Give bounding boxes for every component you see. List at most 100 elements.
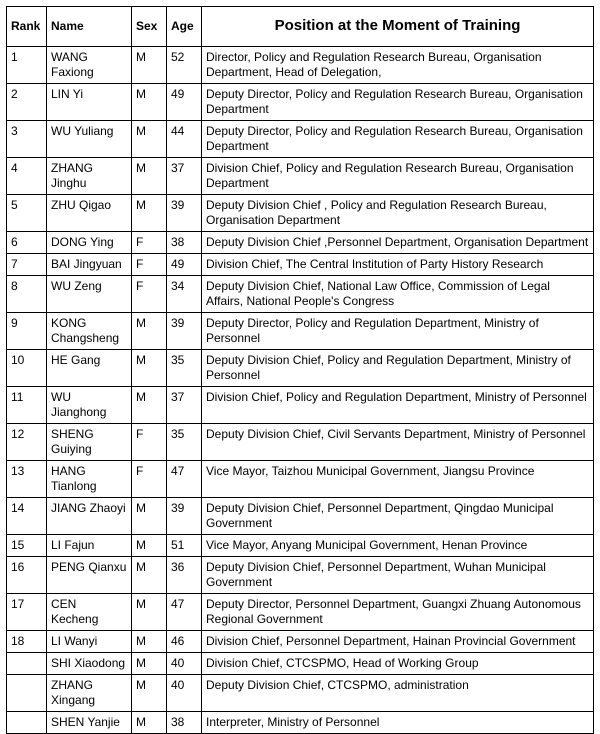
table-row: 16PENG QianxuM36Deputy Division Chief, P…: [7, 556, 594, 593]
cell-rank: 16: [7, 556, 47, 593]
cell-rank: 17: [7, 593, 47, 630]
table-row: 9KONG ChangshengM39Deputy Director, Poli…: [7, 312, 594, 349]
cell-sex: M: [132, 593, 167, 630]
cell-age: 40: [167, 674, 202, 711]
cell-position: Deputy Division Chief ,Personnel Departm…: [202, 231, 594, 253]
cell-sex: M: [132, 120, 167, 157]
cell-rank: 5: [7, 194, 47, 231]
table-row: SHI XiaodongM40Division Chief, CTCSPMO, …: [7, 652, 594, 674]
cell-age: 36: [167, 556, 202, 593]
cell-sex: M: [132, 674, 167, 711]
table-row: 14JIANG ZhaoyiM39Deputy Division Chief, …: [7, 497, 594, 534]
table-row: 10HE GangM35Deputy Division Chief, Polic…: [7, 349, 594, 386]
cell-rank: 9: [7, 312, 47, 349]
personnel-table: Rank Name Sex Age Position at the Moment…: [6, 6, 594, 734]
cell-position: Deputy Division Chief , Policy and Regul…: [202, 194, 594, 231]
cell-name: SHI Xiaodong: [47, 652, 132, 674]
cell-name: ZHANG Xingang: [47, 674, 132, 711]
cell-position: Vice Mayor, Anyang Municipal Government,…: [202, 534, 594, 556]
cell-age: 35: [167, 349, 202, 386]
cell-position: Division Chief, The Central Institution …: [202, 253, 594, 275]
cell-name: PENG Qianxu: [47, 556, 132, 593]
cell-sex: F: [132, 253, 167, 275]
cell-age: 52: [167, 46, 202, 83]
table-row: 13HANG TianlongF47Vice Mayor, Taizhou Mu…: [7, 460, 594, 497]
cell-rank: 15: [7, 534, 47, 556]
cell-sex: M: [132, 386, 167, 423]
table-row: 3WU YuliangM44Deputy Director, Policy an…: [7, 120, 594, 157]
cell-name: ZHANG Jinghu: [47, 157, 132, 194]
cell-sex: M: [132, 194, 167, 231]
cell-sex: F: [132, 460, 167, 497]
cell-rank: 13: [7, 460, 47, 497]
cell-position: Deputy Division Chief, National Law Offi…: [202, 275, 594, 312]
col-header-age: Age: [167, 7, 202, 47]
cell-age: 37: [167, 386, 202, 423]
cell-sex: M: [132, 157, 167, 194]
cell-age: 49: [167, 83, 202, 120]
cell-age: 38: [167, 231, 202, 253]
cell-position: Deputy Director, Policy and Regulation D…: [202, 312, 594, 349]
cell-name: HE Gang: [47, 349, 132, 386]
cell-position: Deputy Division Chief, Civil Servants De…: [202, 423, 594, 460]
table-row: 4ZHANG JinghuM37Division Chief, Policy a…: [7, 157, 594, 194]
cell-rank: 12: [7, 423, 47, 460]
cell-sex: F: [132, 275, 167, 312]
table-row: SHEN YanjieM38Interpreter, Ministry of P…: [7, 711, 594, 733]
cell-sex: M: [132, 349, 167, 386]
cell-rank: 8: [7, 275, 47, 312]
cell-age: 34: [167, 275, 202, 312]
table-row: 18LI WanyiM46Division Chief, Personnel D…: [7, 630, 594, 652]
cell-position: Director, Policy and Regulation Research…: [202, 46, 594, 83]
cell-name: SHEN Yanjie: [47, 711, 132, 733]
cell-sex: M: [132, 46, 167, 83]
table-row: 5ZHU QigaoM39Deputy Division Chief , Pol…: [7, 194, 594, 231]
cell-age: 49: [167, 253, 202, 275]
cell-age: 35: [167, 423, 202, 460]
table-row: 7BAI JingyuanF49Division Chief, The Cent…: [7, 253, 594, 275]
cell-sex: M: [132, 630, 167, 652]
cell-age: 51: [167, 534, 202, 556]
cell-rank: 6: [7, 231, 47, 253]
cell-position: Division Chief, CTCSPMO, Head of Working…: [202, 652, 594, 674]
cell-name: SHENG Guiying: [47, 423, 132, 460]
cell-position: Deputy Division Chief, Personnel Departm…: [202, 497, 594, 534]
cell-position: Vice Mayor, Taizhou Municipal Government…: [202, 460, 594, 497]
cell-rank: [7, 674, 47, 711]
table-header-row: Rank Name Sex Age Position at the Moment…: [7, 7, 594, 47]
cell-age: 47: [167, 593, 202, 630]
cell-rank: 14: [7, 497, 47, 534]
cell-name: WANG Faxiong: [47, 46, 132, 83]
cell-rank: 3: [7, 120, 47, 157]
cell-position: Deputy Division Chief, Personnel Departm…: [202, 556, 594, 593]
col-header-name: Name: [47, 7, 132, 47]
cell-position: Deputy Director, Policy and Regulation R…: [202, 120, 594, 157]
cell-sex: M: [132, 556, 167, 593]
cell-rank: 10: [7, 349, 47, 386]
cell-position: Deputy Director, Personnel Department, G…: [202, 593, 594, 630]
cell-rank: 7: [7, 253, 47, 275]
table-row: ZHANG XingangM40Deputy Division Chief, C…: [7, 674, 594, 711]
cell-name: KONG Changsheng: [47, 312, 132, 349]
cell-age: 38: [167, 711, 202, 733]
cell-name: BAI Jingyuan: [47, 253, 132, 275]
cell-age: 47: [167, 460, 202, 497]
cell-rank: [7, 711, 47, 733]
cell-sex: M: [132, 534, 167, 556]
cell-name: WU Zeng: [47, 275, 132, 312]
cell-age: 40: [167, 652, 202, 674]
cell-sex: M: [132, 83, 167, 120]
cell-name: LI Fajun: [47, 534, 132, 556]
col-header-rank: Rank: [7, 7, 47, 47]
cell-sex: F: [132, 423, 167, 460]
cell-rank: 18: [7, 630, 47, 652]
cell-age: 44: [167, 120, 202, 157]
cell-sex: F: [132, 231, 167, 253]
cell-position: Division Chief, Policy and Regulation De…: [202, 386, 594, 423]
table-row: 17CEN KechengM47Deputy Director, Personn…: [7, 593, 594, 630]
cell-sex: M: [132, 497, 167, 534]
cell-rank: 1: [7, 46, 47, 83]
cell-age: 39: [167, 312, 202, 349]
cell-position: Deputy Director, Policy and Regulation R…: [202, 83, 594, 120]
cell-name: ZHU Qigao: [47, 194, 132, 231]
